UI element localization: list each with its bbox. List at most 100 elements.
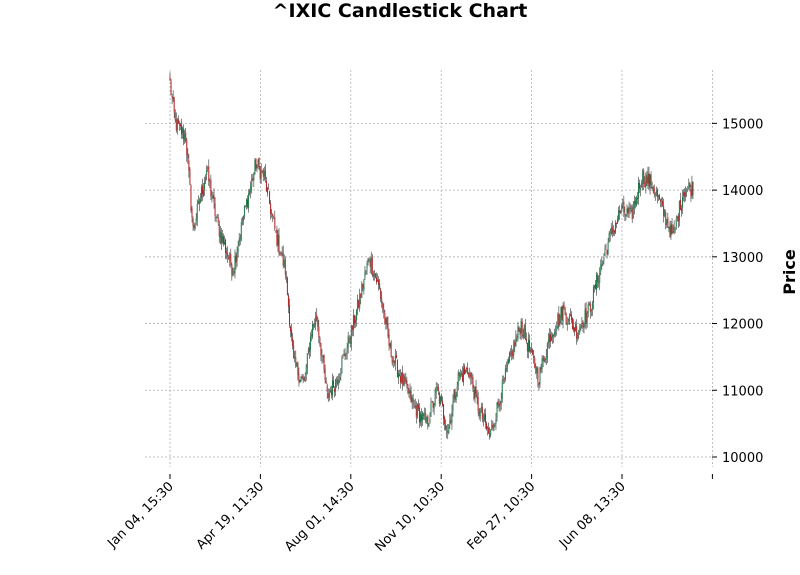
candle-body	[188, 160, 190, 171]
candle-body	[418, 407, 420, 423]
candle-body	[396, 359, 398, 378]
candle-body	[612, 229, 614, 234]
candle-body	[670, 223, 672, 236]
candle-body	[316, 314, 318, 320]
candle-body	[431, 401, 433, 403]
candle-body	[652, 187, 654, 189]
candle-body	[423, 414, 425, 416]
candle-body	[331, 380, 333, 396]
candle-body	[384, 313, 386, 324]
candle-body	[222, 236, 224, 244]
candle-body	[209, 181, 211, 183]
candle-body	[297, 362, 299, 375]
candle-body	[313, 324, 315, 326]
candle-body	[381, 298, 383, 304]
candle-body	[509, 352, 511, 362]
candle-body	[323, 355, 325, 370]
candle-body	[430, 403, 432, 417]
candle-body	[553, 335, 555, 336]
candle-body	[663, 205, 665, 216]
candle-body	[466, 368, 468, 370]
candle-body	[685, 191, 687, 198]
candle-body	[399, 374, 401, 377]
candle-body	[269, 191, 271, 204]
candle-body	[226, 251, 228, 254]
candle-body	[417, 404, 419, 409]
candle-body	[458, 372, 460, 377]
chart-title: ^IXIC Candlestick Chart	[273, 0, 528, 22]
candle-body	[206, 170, 208, 175]
candle-body	[197, 200, 199, 205]
candle-body	[578, 330, 580, 334]
candle-body	[506, 365, 508, 367]
candle-body	[510, 353, 512, 355]
candle-body	[437, 387, 439, 391]
candle-body	[642, 171, 644, 184]
candle-body	[207, 167, 209, 170]
y-tick-label: 13000	[722, 251, 763, 266]
candle-body	[477, 396, 479, 411]
candle-body	[282, 252, 284, 266]
candle-body	[469, 372, 471, 377]
candle-body	[301, 376, 303, 378]
candle-body	[296, 363, 298, 367]
candle-body	[486, 423, 488, 430]
candle-body	[295, 357, 297, 366]
candle-body	[462, 368, 464, 383]
candle-body	[464, 366, 466, 375]
candle-body	[568, 316, 570, 322]
candle-body	[461, 373, 463, 381]
candle-body	[686, 189, 688, 191]
candle-body	[179, 124, 181, 126]
candle-body	[356, 310, 358, 321]
candle-body	[497, 400, 499, 406]
candle-body	[678, 201, 680, 221]
candle-body	[443, 404, 445, 420]
candle-body	[432, 401, 434, 408]
candle-body	[246, 199, 248, 206]
candle-body	[500, 399, 502, 404]
candle-body	[306, 353, 308, 368]
candle-body	[262, 169, 264, 177]
candle-body	[626, 208, 628, 214]
x-tick-label: Nov 10, 10:30	[373, 479, 449, 555]
candle-body	[198, 201, 200, 204]
candle-body	[173, 97, 175, 113]
candle-body	[329, 391, 331, 393]
candle-body	[172, 96, 174, 99]
candle-body	[342, 356, 344, 358]
x-tick-label: Jan 04, 15:30	[104, 479, 176, 551]
candle-body	[177, 119, 179, 124]
candle-body	[524, 325, 526, 339]
candle-body	[338, 379, 340, 385]
candle-body	[424, 413, 426, 415]
candle-body	[233, 271, 235, 274]
candle-body	[377, 280, 379, 282]
candle-body	[621, 205, 623, 211]
candle-body	[436, 386, 438, 389]
candle-body	[439, 396, 441, 405]
candle-body	[378, 279, 380, 285]
candle-body	[363, 279, 365, 291]
candle-body	[254, 159, 256, 175]
candle-body	[346, 347, 348, 354]
candle-body	[300, 377, 302, 382]
candle-body	[480, 407, 482, 409]
candle-body	[185, 132, 187, 142]
candle-body	[201, 185, 203, 195]
candle-body	[595, 284, 597, 289]
candle-body	[547, 339, 549, 343]
candle-body	[442, 400, 444, 406]
candle-body	[427, 415, 429, 426]
candle-body	[214, 202, 216, 217]
candle-body	[386, 316, 388, 325]
candle-body	[221, 235, 223, 242]
candle-body	[239, 237, 241, 242]
candle-body	[365, 270, 367, 272]
candle-body	[581, 323, 583, 324]
candle-body	[257, 159, 259, 164]
candle-body	[671, 224, 673, 234]
candle-body	[404, 377, 406, 383]
candle-body	[579, 327, 581, 333]
candle-body	[470, 373, 472, 378]
